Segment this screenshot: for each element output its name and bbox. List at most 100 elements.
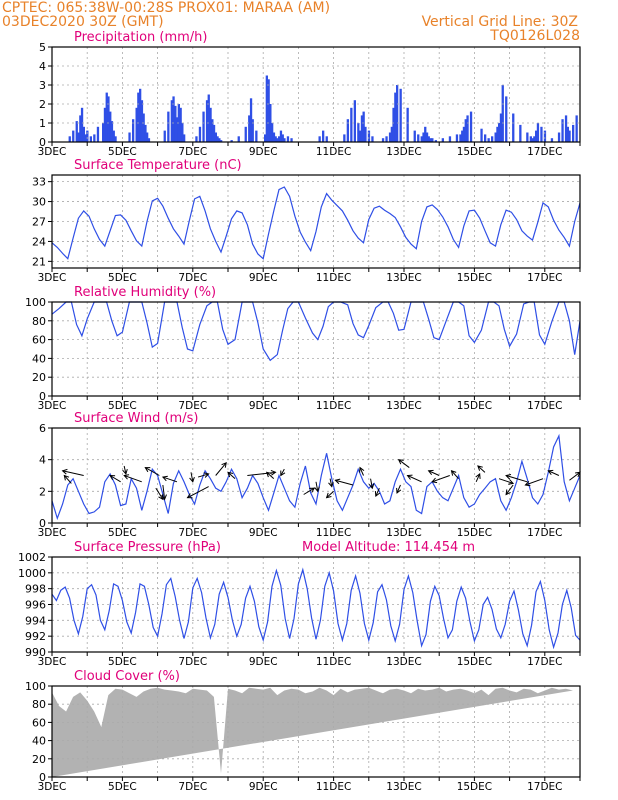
precip-bar bbox=[147, 138, 151, 142]
wind-arrow-head bbox=[122, 468, 128, 475]
wind-arrow bbox=[396, 484, 401, 494]
precip-bar bbox=[248, 115, 251, 142]
wind-arrow-head bbox=[186, 493, 193, 499]
cloud-area bbox=[52, 687, 573, 777]
precip-bar bbox=[350, 107, 353, 142]
panel-title: Surface Pressure (hPa) bbox=[74, 540, 221, 555]
precip-bar bbox=[137, 92, 140, 142]
wind-arrow-head bbox=[477, 465, 483, 471]
panel-title: Surface Wind (m/s) bbox=[74, 411, 198, 426]
precip-bar bbox=[249, 98, 253, 142]
precip-bar bbox=[390, 126, 393, 142]
panel-title: Precipitation (mm/h) bbox=[74, 30, 207, 45]
header-station-info: CPTEC: 065:38W-00:28S PROX01: MARAA (AM) bbox=[2, 0, 331, 16]
precip-bar bbox=[214, 132, 217, 142]
precip-bar bbox=[346, 119, 349, 142]
header-date: 03DEC2020 30Z (GMT) bbox=[2, 14, 164, 30]
wind-arrow-head bbox=[368, 483, 375, 490]
wind-arrow bbox=[62, 470, 84, 476]
x-tick-label: 15DEC bbox=[457, 272, 492, 284]
x-tick-label: 3DEC bbox=[38, 781, 67, 793]
x-tick-label: 7DEC bbox=[178, 781, 207, 793]
x-tick-label: 15DEC bbox=[457, 527, 492, 539]
precip-bar bbox=[216, 136, 219, 142]
precip-bar bbox=[105, 92, 108, 142]
wind-arrow bbox=[63, 475, 72, 484]
precip-bar bbox=[381, 138, 385, 142]
precip-bar bbox=[290, 138, 293, 142]
precip-bar bbox=[212, 124, 216, 142]
wind-arrow-head bbox=[406, 474, 413, 480]
precip-bar bbox=[413, 130, 416, 142]
y-tick-label: 990 bbox=[25, 646, 46, 659]
precip-bar bbox=[448, 136, 452, 142]
precip-bar bbox=[195, 136, 198, 142]
y-tick-label: 4 bbox=[39, 454, 46, 467]
wind-arrow-head bbox=[270, 469, 277, 476]
wind-arrow bbox=[190, 472, 194, 482]
precip-bar bbox=[163, 130, 166, 142]
precip-bar bbox=[269, 104, 272, 142]
precip-bar bbox=[434, 140, 437, 142]
x-tick-label: 13DEC bbox=[386, 146, 421, 158]
precip-bar bbox=[84, 134, 87, 142]
y-tick-label: 0 bbox=[39, 771, 46, 784]
precip-bar bbox=[183, 134, 186, 142]
x-tick-label: 9DEC bbox=[249, 146, 278, 158]
precip-bar bbox=[103, 107, 107, 142]
precip-bar bbox=[427, 136, 430, 142]
precip-bar bbox=[77, 132, 80, 142]
wind-arrow bbox=[505, 484, 514, 495]
y-tick-label: 100 bbox=[25, 680, 46, 693]
precip-bar bbox=[281, 134, 284, 142]
precip-bar bbox=[202, 111, 205, 142]
wind-arrow bbox=[155, 487, 164, 500]
panel-4: 990 992 994 996 998 1000 1002 3DEC 5DEC 7DEC 9DEC 1… bbox=[18, 540, 581, 668]
plot-frame bbox=[51, 301, 581, 397]
precip-bar bbox=[531, 138, 534, 142]
precip-bar bbox=[318, 136, 321, 142]
precip-bar bbox=[237, 136, 240, 142]
wind-arrow bbox=[370, 478, 373, 489]
wind-arrow-head bbox=[309, 487, 316, 493]
x-tick-label: 3DEC bbox=[38, 272, 67, 284]
x-tick-label: 11DEC bbox=[316, 272, 351, 284]
x-tick-label: 7DEC bbox=[178, 656, 207, 668]
wind-arrow bbox=[477, 465, 486, 473]
precip-bar bbox=[181, 123, 184, 142]
wind-arrow-head bbox=[397, 459, 404, 465]
precip-bar bbox=[561, 119, 564, 142]
wind-arrow bbox=[227, 471, 236, 480]
y-tick-label: 20 bbox=[32, 753, 46, 766]
precip-bar bbox=[533, 136, 536, 142]
precip-bar bbox=[529, 136, 532, 142]
x-tick-label: 9DEC bbox=[249, 400, 278, 412]
precip-bar bbox=[109, 111, 112, 142]
y-tick-label: 20 bbox=[32, 371, 46, 384]
x-tick-label: 11DEC bbox=[316, 146, 351, 158]
precip-bar bbox=[75, 121, 78, 142]
precip-bar bbox=[72, 130, 75, 142]
wind-arrow bbox=[375, 487, 380, 497]
precip-bar bbox=[279, 130, 283, 142]
wind-arrow-head bbox=[109, 474, 116, 481]
wind-arrow bbox=[145, 467, 160, 476]
wind-arrow bbox=[215, 462, 227, 476]
precip-bar bbox=[174, 105, 177, 142]
panel-title: Relative Humidity (%) bbox=[74, 285, 216, 300]
precip-bar bbox=[406, 107, 409, 142]
x-tick-label: 9DEC bbox=[249, 781, 278, 793]
x-tick-label: 9DEC bbox=[249, 656, 278, 668]
precip-bar bbox=[461, 130, 464, 142]
y-tick-label: 27 bbox=[32, 216, 46, 229]
precip-bar bbox=[205, 100, 209, 142]
x-tick-label: 13DEC bbox=[386, 656, 421, 668]
y-tick-label: 40 bbox=[32, 735, 46, 748]
precip-bar bbox=[464, 119, 467, 142]
x-tick-label: 13DEC bbox=[386, 527, 421, 539]
precip-bar bbox=[484, 134, 487, 142]
wind-arrow-head bbox=[203, 472, 210, 478]
precip-bar bbox=[501, 85, 504, 142]
x-tick-label: 7DEC bbox=[178, 400, 207, 412]
